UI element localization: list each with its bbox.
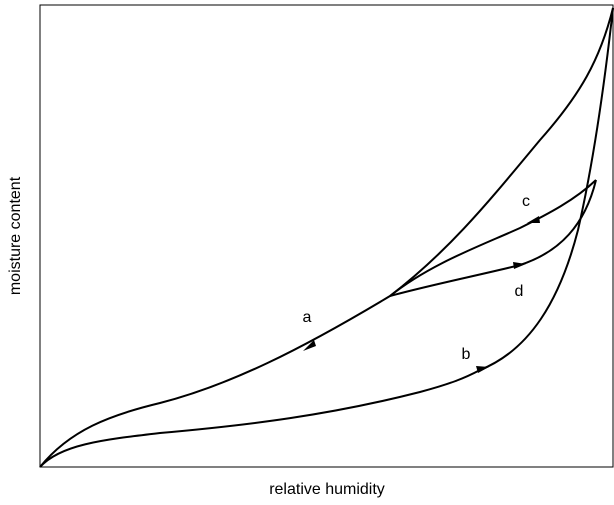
arrow-c [527, 216, 540, 223]
y-axis-label: moisture content [7, 176, 24, 295]
curve-b [39, 7, 614, 468]
curve-d [389, 179, 597, 297]
plot-frame [39, 4, 614, 468]
arrow-d [513, 262, 526, 269]
curve-c [389, 179, 597, 297]
curve-label: b [462, 346, 471, 363]
curve-label: a [303, 309, 312, 326]
curve-label: d [515, 283, 524, 300]
arrow-a [303, 340, 316, 351]
curve-a [39, 7, 614, 468]
curve-label: c [522, 193, 530, 210]
x-axis-label: relative humidity [269, 481, 385, 498]
arrow-b [476, 366, 489, 373]
